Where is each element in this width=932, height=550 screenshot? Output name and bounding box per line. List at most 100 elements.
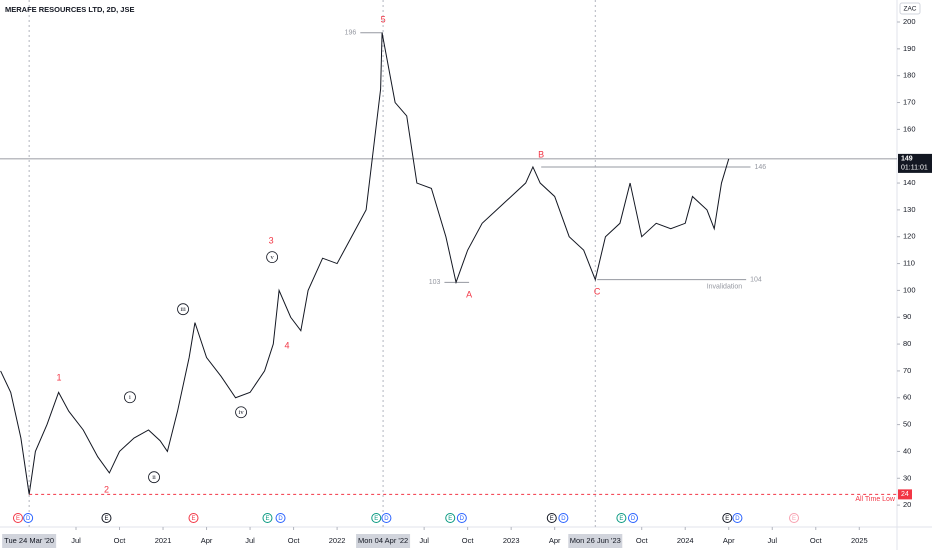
level-label: 196 <box>345 30 357 37</box>
wave-label: 3 <box>269 235 274 245</box>
level-note: Invalidation <box>707 284 743 291</box>
y-tick-label: 170 <box>903 98 916 107</box>
event-icon <box>445 513 456 523</box>
event-label: E <box>104 516 108 522</box>
event-label: D <box>384 516 389 522</box>
event-label: E <box>792 516 796 522</box>
x-tick-label: Oct <box>462 536 475 545</box>
y-tick-label: 50 <box>903 420 911 429</box>
x-tick-label: Apr <box>201 536 213 545</box>
y-tick-label: 60 <box>903 393 911 402</box>
level-label: 103 <box>429 279 441 286</box>
x-tick-label: Oct <box>288 536 301 545</box>
wave-circle <box>266 251 279 264</box>
y-tick-label: 120 <box>903 232 916 241</box>
level-label: 104 <box>750 277 762 284</box>
event-icon <box>12 513 23 523</box>
wave-circle <box>124 391 136 404</box>
y-tick-label: 200 <box>903 17 916 26</box>
wave-label: 2 <box>104 484 109 494</box>
y-tick-label: 90 <box>903 312 911 321</box>
currency-box <box>899 2 921 15</box>
x-tick-label: 2022 <box>329 536 346 545</box>
event-label: E <box>265 516 269 522</box>
wave-label: 4 <box>285 341 290 351</box>
y-tick-label: 160 <box>903 124 916 133</box>
y-tick-label: 180 <box>903 71 916 80</box>
event-label: E <box>448 516 452 522</box>
event-label: D <box>460 516 465 522</box>
y-tick-label: 20 <box>903 500 911 509</box>
x-tick-label: Jul <box>71 536 81 545</box>
wave-label: iv <box>239 409 245 416</box>
date-label: Mon 26 Jun '23 <box>570 536 621 545</box>
x-tick-label: Jul <box>419 536 429 545</box>
wave-circle <box>148 471 160 484</box>
event-label: E <box>16 516 20 522</box>
event-label: E <box>725 516 729 522</box>
event-label: E <box>550 516 554 522</box>
event-icon <box>188 513 199 523</box>
event-icon <box>789 513 800 523</box>
countdown: 01:11:01 <box>901 165 928 172</box>
date-label: Mon 04 Apr '22 <box>358 536 408 545</box>
wave-circle <box>235 406 247 419</box>
all-time-low-label: All Time Low <box>855 496 896 503</box>
x-tick-label: 2023 <box>503 536 520 545</box>
x-tick-label: Oct <box>114 536 127 545</box>
y-tick-label: 140 <box>903 178 916 187</box>
y-tick-label: 130 <box>903 205 916 214</box>
event-icon <box>381 513 392 523</box>
wave-label: v <box>270 254 274 261</box>
date-highlight <box>2 534 57 548</box>
y-tick-label: 100 <box>903 285 916 294</box>
event-icon <box>456 513 467 523</box>
event-icon <box>628 513 639 523</box>
event-icon <box>101 513 112 523</box>
x-tick-label: Oct <box>636 536 649 545</box>
date-label: Tue 24 Mar '20 <box>4 536 54 545</box>
date-highlight <box>568 534 623 548</box>
event-icon <box>275 513 286 523</box>
event-label: D <box>631 516 636 522</box>
wave-label: 1 <box>57 373 62 383</box>
wave-label: C <box>594 286 601 296</box>
event-label: E <box>619 516 623 522</box>
atl-tag <box>898 489 912 500</box>
event-label: D <box>26 516 31 522</box>
event-label: D <box>561 516 566 522</box>
atl-tag-label: 24 <box>901 491 909 498</box>
wave-label: ii <box>152 474 156 481</box>
event-icon <box>616 513 627 523</box>
event-icon <box>732 513 743 523</box>
chart-title: MERAFE RESOURCES LTD, 2D, JSE <box>5 5 134 14</box>
event-label: D <box>278 516 283 522</box>
level-label: 146 <box>754 164 766 171</box>
event-label: E <box>191 516 195 522</box>
y-tick-label: 110 <box>903 259 915 268</box>
event-icon <box>558 513 569 523</box>
wave-label: iii <box>180 306 186 313</box>
price-tag <box>898 153 932 173</box>
event-icon <box>23 513 34 523</box>
x-tick-label: 2021 <box>155 536 172 545</box>
wave-label: 5 <box>381 15 386 25</box>
wave-label: B <box>538 150 544 160</box>
wave-label: i <box>129 394 131 401</box>
date-highlight <box>356 534 411 548</box>
x-tick-label: Apr <box>549 536 561 545</box>
event-label: D <box>735 516 740 522</box>
price-line <box>0 32 730 495</box>
wave-circle <box>177 303 189 316</box>
event-label: E <box>374 516 378 522</box>
y-tick-label: 30 <box>903 473 911 482</box>
x-tick-label: Oct <box>810 536 823 545</box>
event-icon <box>371 513 382 523</box>
x-tick-label: 2025 <box>851 536 868 545</box>
x-tick-label: 2024 <box>677 536 694 545</box>
y-tick-label: 190 <box>903 44 916 53</box>
y-tick-label: 40 <box>903 446 911 455</box>
event-icon <box>546 513 557 523</box>
